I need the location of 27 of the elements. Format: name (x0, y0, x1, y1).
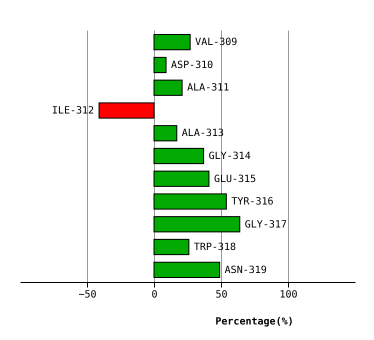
x-axis-title: Percentage(%) (215, 316, 294, 328)
x-tick-label: 100 (279, 290, 298, 300)
y-tick-label: VAL-309 (195, 37, 238, 48)
y-tick-label: GLY-314 (208, 151, 251, 162)
y-tick-label: GLU-315 (214, 174, 256, 185)
bar (154, 148, 204, 164)
y-tick-label: TRP-318 (194, 242, 236, 254)
y-tick-label: ASN-319 (224, 264, 267, 276)
bar (154, 34, 191, 50)
bar (98, 102, 154, 119)
y-tick-label: ASP-310 (171, 60, 214, 71)
y-tick-label: ALA-311 (187, 82, 230, 94)
bar (154, 80, 183, 96)
bar (154, 125, 178, 142)
bar (154, 216, 240, 232)
x-tick-label: 0 (151, 290, 158, 300)
bar (154, 170, 210, 187)
bar (154, 238, 190, 256)
y-tick-label: ILE-312 (52, 105, 94, 116)
x-tick-label: 50 (215, 290, 228, 300)
y-tick-label: ALA-313 (182, 128, 224, 140)
bar (154, 193, 227, 210)
bar (154, 262, 220, 278)
bar (154, 56, 167, 74)
y-tick-label: TYR-316 (231, 196, 274, 208)
y-tick-label: GLY-317 (244, 219, 287, 230)
x-tick-label: −50 (78, 290, 97, 300)
